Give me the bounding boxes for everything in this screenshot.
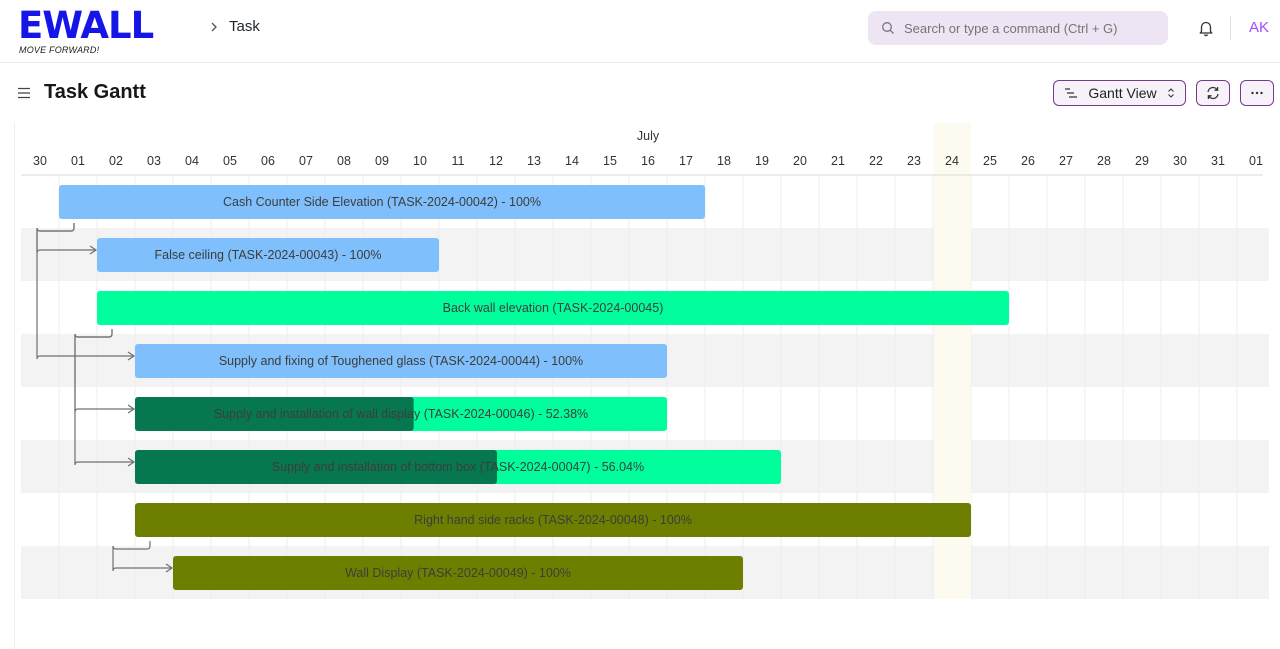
day-label: 24 [945,154,959,168]
day-label: 01 [1249,154,1263,168]
view-list-icon [1065,88,1078,98]
day-label: 29 [1135,154,1149,168]
task-bar-label: Right hand side racks (TASK-2024-00048) … [414,513,692,527]
chevron-updown-icon [1167,88,1174,98]
refresh-button[interactable] [1196,80,1230,106]
task-progress-bar [135,450,498,484]
avatar[interactable]: AK [1249,19,1270,36]
day-label: 16 [641,154,655,168]
task-bar-label: Supply and installation of wall display … [214,407,588,421]
day-label: 17 [679,154,693,168]
refresh-icon [1207,86,1219,100]
day-label: 28 [1097,154,1111,168]
day-label: 27 [1059,154,1073,168]
day-label: 06 [261,154,275,168]
task-bar[interactable] [59,185,705,219]
day-label: 05 [223,154,237,168]
day-label: 31 [1211,154,1225,168]
day-label: 21 [831,154,845,168]
dependency-arrowhead [165,563,174,573]
gantt-view-label: Gantt View [1088,85,1157,101]
task-bar[interactable] [135,503,971,537]
day-label: 26 [1021,154,1035,168]
dependency-arrowhead [127,457,136,467]
navbar-divider [1230,16,1231,40]
logo-text: EWALL [18,4,154,47]
task-bar-label: Cash Counter Side Elevation (TASK-2024-0… [223,195,541,209]
day-label: 03 [147,154,161,168]
day-label: 07 [299,154,313,168]
gantt-chart: July 30 01 02 03 04 05 06 07 08 09 10 11 12 13 14 15 16 17… [21,123,1269,599]
day-label: 30 [33,154,47,168]
dependency-arrow [36,223,134,360]
day-label: 18 [717,154,731,168]
task-bar[interactable] [97,238,439,272]
day-label: 14 [565,154,579,168]
day-label: 23 [907,154,921,168]
dependency-arrow [74,329,134,466]
day-label: 12 [489,154,503,168]
day-label: 22 [869,154,883,168]
bell-icon[interactable] [1197,19,1215,37]
app-logo[interactable]: EWALL MOVE FORWARD! [18,4,154,56]
day-label: 19 [755,154,769,168]
dependency-arrowhead [127,404,136,414]
day-label: 02 [109,154,123,168]
day-label: 01 [71,154,85,168]
chevron-right-icon [211,22,217,31]
day-label: 25 [983,154,997,168]
dependency-arrowhead [89,245,98,255]
day-label: 08 [337,154,351,168]
task-bar-label: Supply and installation of bottom box (T… [272,460,644,474]
day-label: 30 [1173,154,1187,168]
task-bar-label: Supply and fixing of Toughened glass (TA… [219,354,583,368]
gantt-view-select[interactable]: Gantt View [1053,80,1186,106]
day-label: 04 [185,154,199,168]
day-label: 09 [375,154,389,168]
breadcrumb: Task [207,18,260,35]
day-label: 15 [603,154,617,168]
day-label: 11 [452,154,465,168]
month-label: July [637,129,660,143]
task-bar[interactable] [97,291,1009,325]
breadcrumb-item-task[interactable]: Task [229,18,260,35]
more-options-button[interactable] [1240,80,1274,106]
page-title: Task Gantt [44,81,146,103]
dependency-arrow [112,541,172,572]
day-label: 10 [413,154,427,168]
dependency-arrowhead [127,351,136,361]
day-label: 13 [527,154,541,168]
task-bar-label: Wall Display (TASK-2024-00049) - 100% [345,566,571,580]
task-bar[interactable] [173,556,743,590]
task-bar-label: False ceiling (TASK-2024-00043) - 100% [155,248,382,262]
day-label: 20 [793,154,807,168]
search-icon [882,22,894,34]
task-progress-bar [135,397,414,431]
gantt-container: July 30 01 02 03 04 05 06 07 08 09 10 11 12 13 14 15 16 17… [14,123,1280,649]
logo-tagline: MOVE FORWARD! [19,45,100,55]
search-input[interactable] [868,11,1168,45]
task-bar-label: Back wall elevation (TASK-2024-00045) [443,301,664,315]
task-bar[interactable] [135,344,667,378]
sidebar-toggle-icon[interactable] [17,86,31,100]
more-horizontal-icon [1251,91,1263,95]
